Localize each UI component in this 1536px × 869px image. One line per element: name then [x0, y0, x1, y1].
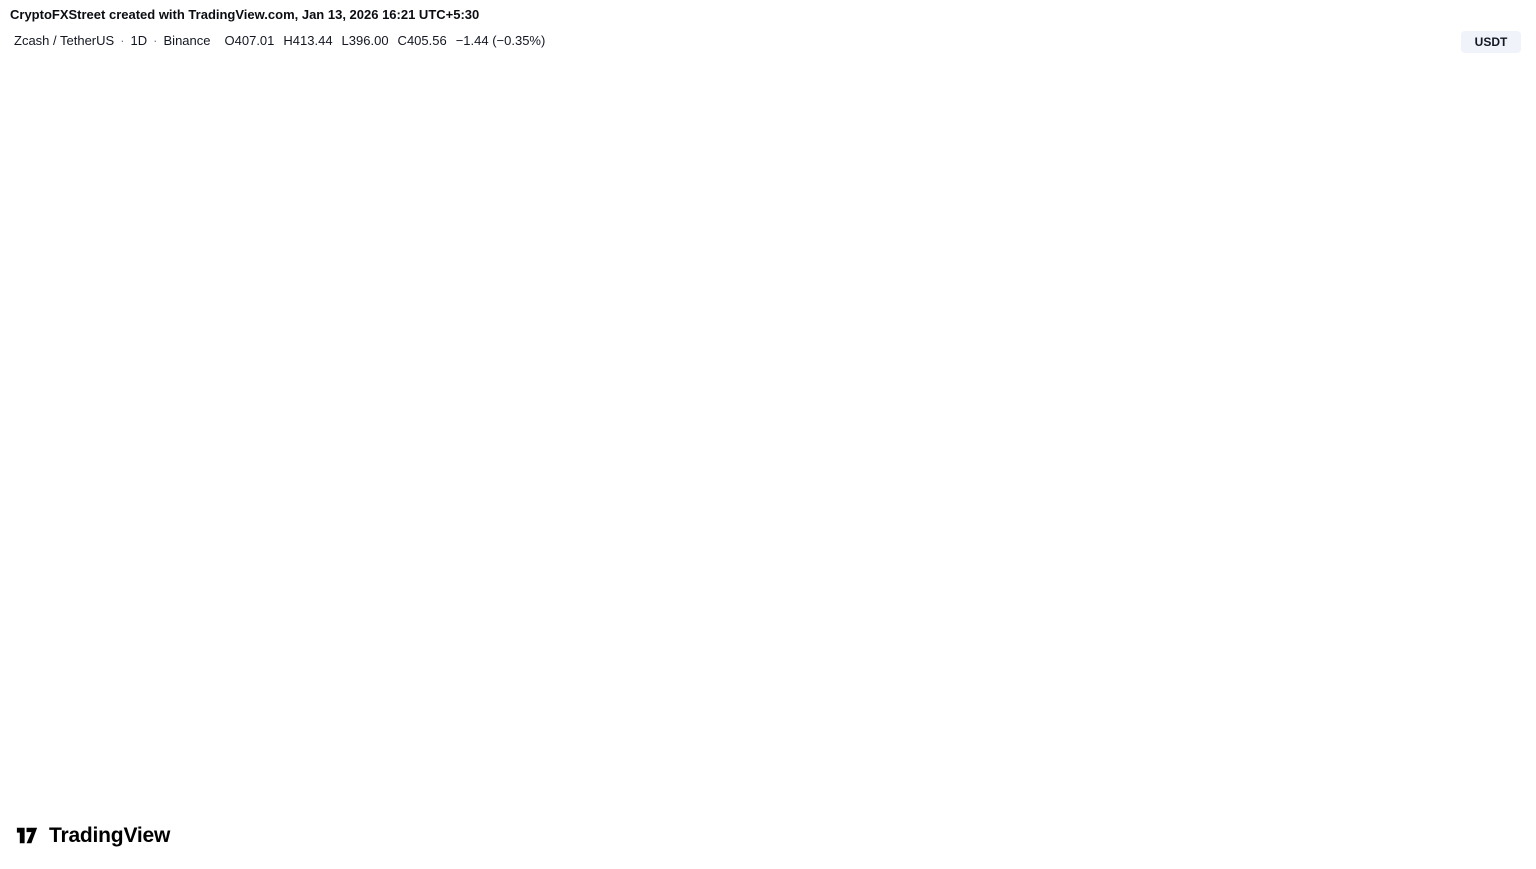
open-value: O407.01 — [224, 33, 275, 48]
tradingview-logo[interactable]: TradingView — [14, 822, 170, 849]
tradingview-logo-icon — [16, 827, 38, 844]
attribution-text: CryptoFXStreet created with TradingView.… — [10, 7, 480, 22]
time-axis[interactable] — [0, 788, 1536, 814]
timeframe-label[interactable]: 1D — [130, 33, 148, 48]
symbol-title[interactable]: Zcash / TetherUS — [14, 33, 115, 48]
price-axis[interactable] — [1456, 0, 1536, 788]
change-value: −1.44 (−0.35%) — [455, 33, 546, 48]
symbol-info-bar: Zcash / TetherUS · 1D · Binance O407.01 … — [14, 33, 545, 48]
exchange-label: Binance — [163, 33, 211, 48]
close-value: C405.56 — [397, 33, 447, 48]
low-value: L396.00 — [341, 33, 389, 48]
separator-dot: · — [153, 33, 158, 48]
separator-dot: · — [120, 33, 125, 48]
ohlc-readout: O407.01 H413.44 L396.00 C405.56 −1.44 (−… — [225, 33, 546, 48]
tradingview-logo-text: TradingView — [49, 823, 171, 847]
currency-button[interactable]: USDT — [1461, 31, 1521, 53]
high-value: H413.44 — [283, 33, 333, 48]
